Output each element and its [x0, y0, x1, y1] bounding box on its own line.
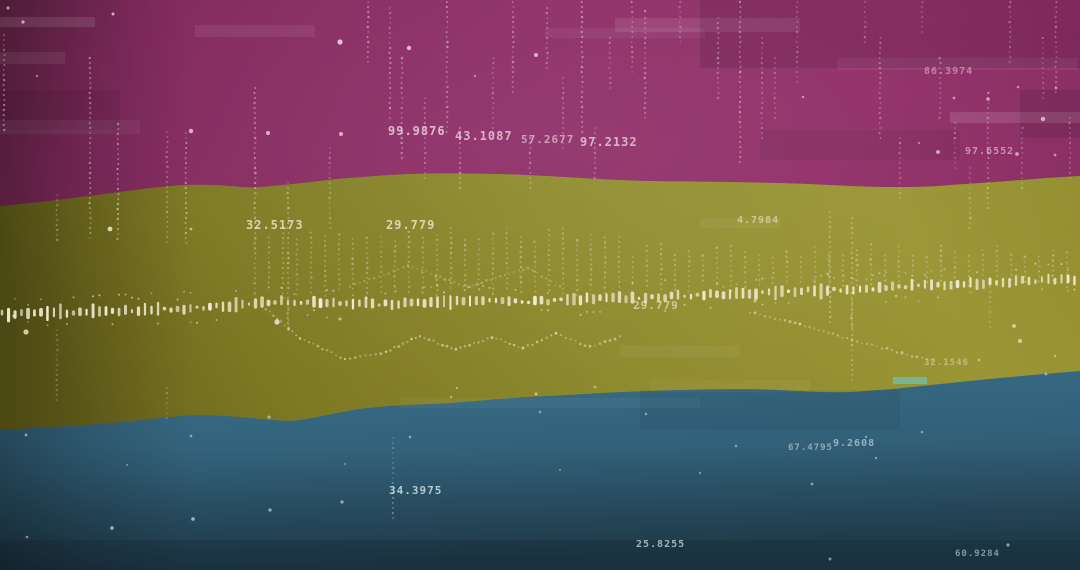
dotted-waveform	[0, 262, 1076, 327]
dotted-trails	[260, 264, 934, 362]
dotted-data-columns	[2, 0, 1072, 519]
particle-dots	[6, 6, 1058, 561]
